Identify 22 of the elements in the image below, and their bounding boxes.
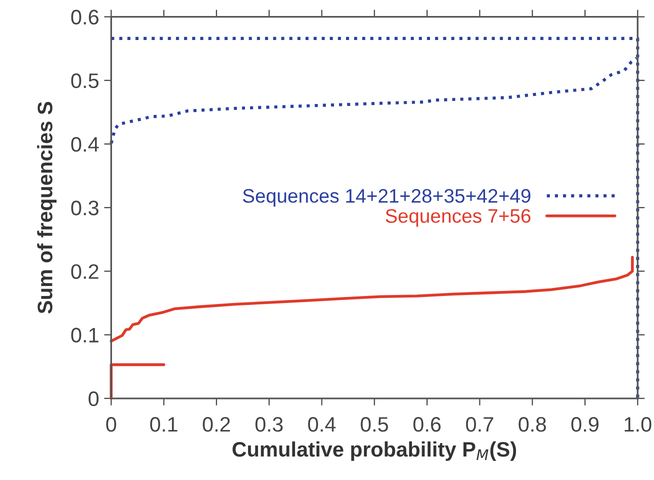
x-tick-label: 0.7 <box>466 417 494 432</box>
y-axis-title: Sum of frequencies S <box>37 102 57 314</box>
x-tick-label: 1.0 <box>624 417 652 432</box>
y-tick-label: 0.4 <box>71 137 99 152</box>
x-tick-label: 0.9 <box>571 417 598 432</box>
legend-label: Sequences 14+21+28+35+42+49 <box>242 189 530 207</box>
x-tick-label: 0.2 <box>202 417 230 432</box>
x-tick-label: 0.8 <box>518 417 546 432</box>
x-tick-label: 0.6 <box>413 417 441 432</box>
x-tick-label: 0.4 <box>308 417 336 432</box>
y-tick-label: 0.6 <box>71 10 98 25</box>
x-tick-label: 0 <box>106 417 116 432</box>
y-tick-label: 0.1 <box>71 328 98 343</box>
x-tick-label: 0.3 <box>255 417 283 432</box>
x-tick-label: 0.1 <box>150 417 178 432</box>
y-tick-label: 0.2 <box>71 264 98 279</box>
y-tick-label: 0.5 <box>71 73 99 88</box>
x-tick-label: 0.5 <box>360 417 388 432</box>
y-tick-label: 0 <box>88 391 99 406</box>
x-axis-title: Cumulative probability P$_{M}$(S) <box>232 441 516 461</box>
y-tick-label: 0.3 <box>71 200 98 216</box>
legend-label: Sequences 7+56 <box>386 209 530 227</box>
